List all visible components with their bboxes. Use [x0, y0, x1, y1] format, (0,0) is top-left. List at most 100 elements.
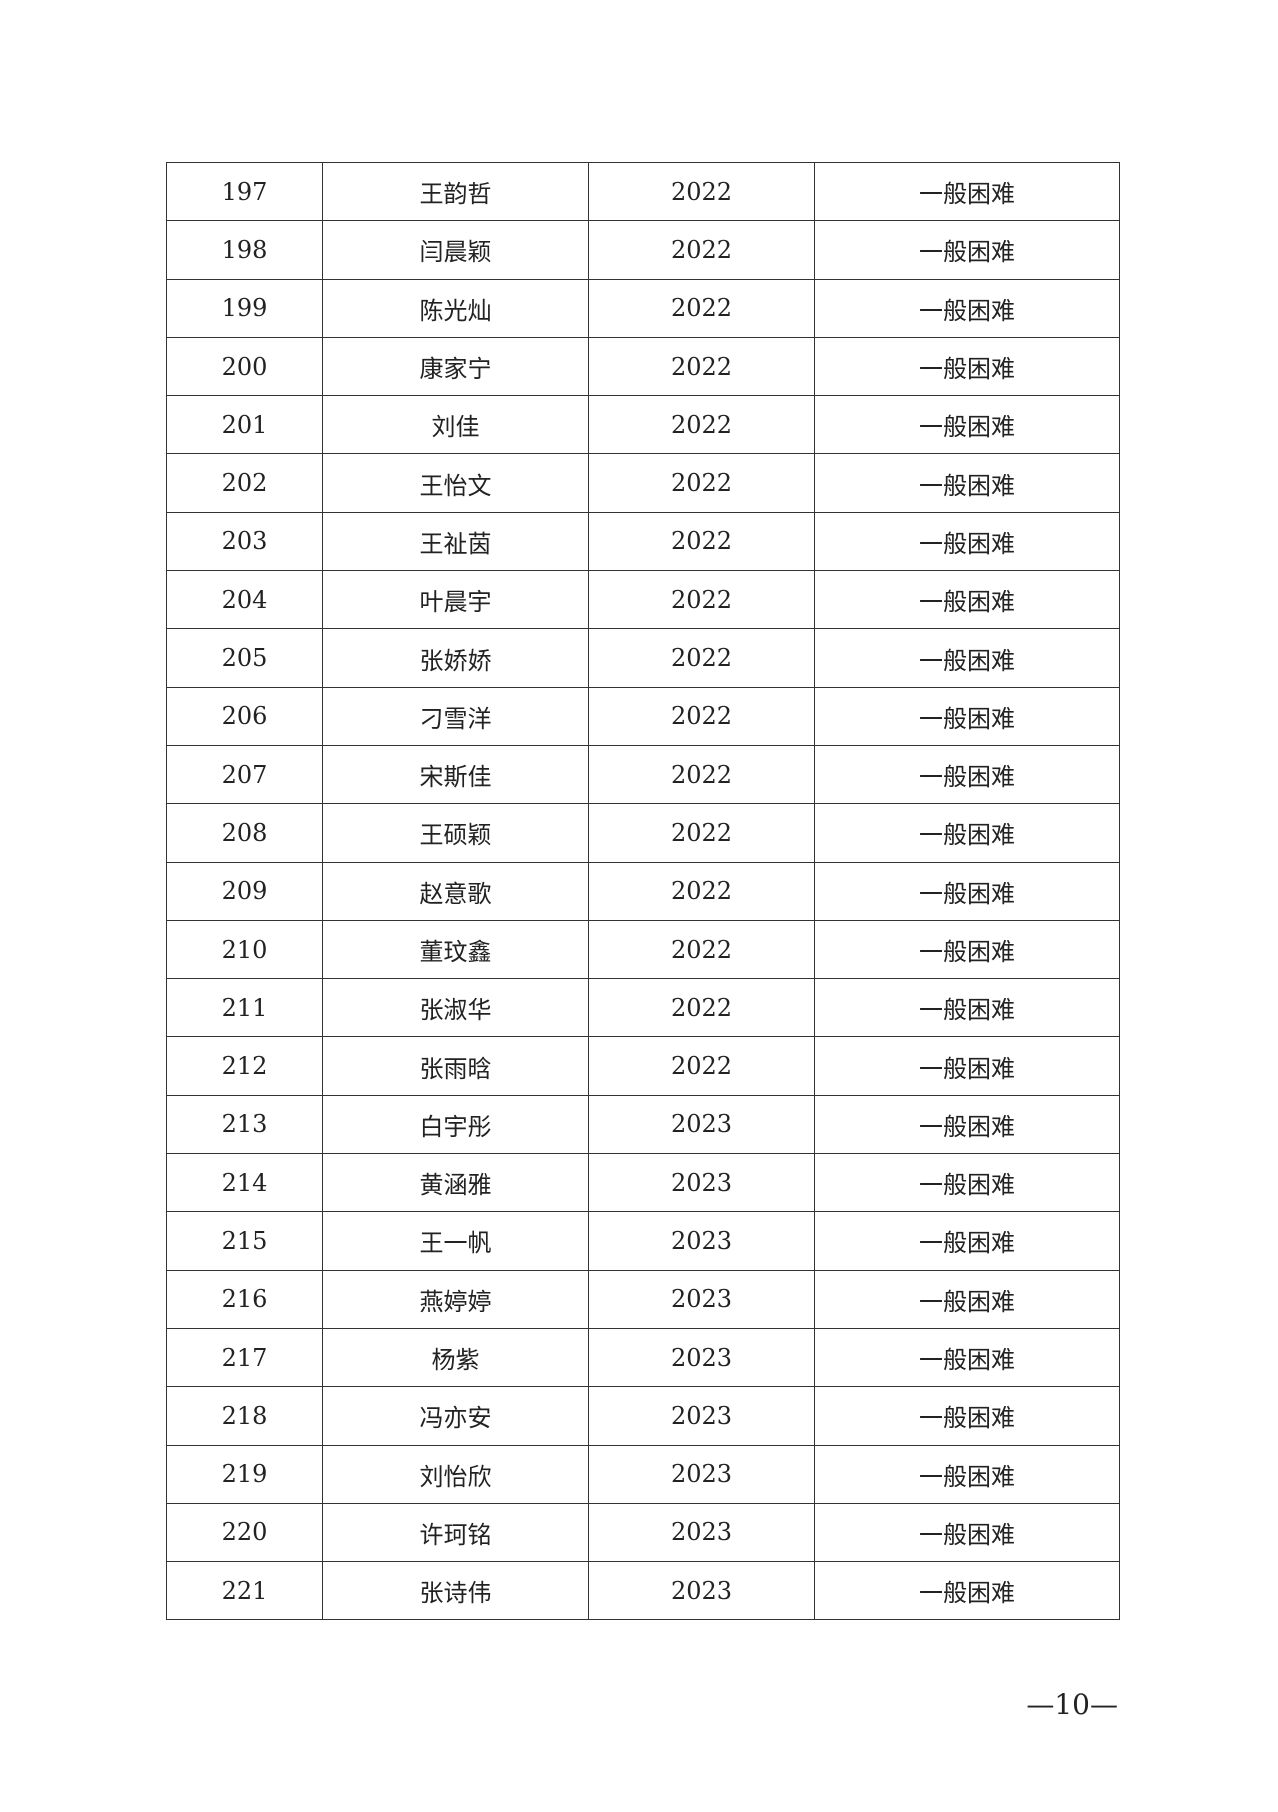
year: 2022 [588, 395, 815, 455]
difficulty-level: 一般困难 [814, 1444, 1120, 1504]
difficulty-level: 一般困难 [814, 1327, 1120, 1388]
year: 2023 [588, 1386, 815, 1446]
year: 2022 [588, 278, 815, 338]
difficulty-level: 一般困难 [814, 511, 1120, 572]
table-row: 201 刘佳 2022 一般困难 [166, 395, 1120, 455]
student-name: 刁雪洋 [322, 686, 589, 746]
year: 2022 [588, 686, 815, 746]
table-row: 212 张雨晗 2022 一般困难 [166, 1036, 1120, 1096]
year: 2022 [588, 220, 815, 280]
student-name: 闫晨颖 [322, 220, 589, 280]
row-number: 215 [166, 1211, 323, 1271]
student-name: 冯亦安 [322, 1386, 589, 1446]
student-name: 燕婷婷 [322, 1269, 589, 1329]
difficulty-level: 一般困难 [814, 570, 1120, 630]
year: 2022 [588, 803, 815, 863]
student-name: 陈光灿 [322, 278, 589, 338]
table-row: 204 叶晨宇 2022 一般困难 [166, 570, 1120, 630]
year: 2022 [588, 570, 815, 630]
row-number: 203 [166, 511, 323, 572]
row-number: 201 [166, 395, 323, 455]
row-number: 212 [166, 1036, 323, 1096]
difficulty-level: 一般困难 [814, 278, 1120, 338]
difficulty-level: 一般困难 [814, 1502, 1120, 1563]
table-row: 216 燕婷婷 2023 一般困难 [166, 1269, 1120, 1329]
row-number: 211 [166, 978, 323, 1038]
student-name: 王硕颖 [322, 803, 589, 863]
student-name: 王一帆 [322, 1211, 589, 1271]
table-row: 205 张娇娇 2022 一般困难 [166, 628, 1120, 688]
student-name: 黄涵雅 [322, 1153, 589, 1213]
row-number: 221 [166, 1561, 323, 1621]
student-name: 张诗伟 [322, 1561, 589, 1621]
year: 2023 [588, 1269, 815, 1329]
year: 2022 [588, 511, 815, 572]
table-row: 214 黄涵雅 2023 一般困难 [166, 1153, 1120, 1213]
difficulty-level: 一般困难 [814, 1094, 1120, 1155]
table-row: 221 张诗伟 2023 一般困难 [166, 1561, 1120, 1621]
table-row: 209 赵意歌 2022 一般困难 [166, 861, 1120, 921]
row-number: 207 [166, 744, 323, 805]
year: 2022 [588, 978, 815, 1038]
year: 2022 [588, 1036, 815, 1096]
difficulty-level: 一般困难 [814, 919, 1120, 980]
student-name: 王韵哲 [322, 161, 589, 222]
student-name: 张娇娇 [322, 628, 589, 688]
difficulty-level: 一般困难 [814, 1386, 1120, 1446]
student-name: 许珂铭 [322, 1502, 589, 1563]
table-row: 213 白宇彤 2023 一般困难 [166, 1094, 1120, 1155]
student-name: 刘佳 [322, 395, 589, 455]
row-number: 197 [166, 161, 323, 222]
year: 2023 [588, 1211, 815, 1271]
difficulty-level: 一般困难 [814, 1269, 1120, 1329]
year: 2023 [588, 1094, 815, 1155]
difficulty-level: 一般困难 [814, 861, 1120, 921]
table-row: 211 张淑华 2022 一般困难 [166, 978, 1120, 1038]
difficulty-level: 一般困难 [814, 453, 1120, 513]
student-name: 张淑华 [322, 978, 589, 1038]
difficulty-level: 一般困难 [814, 686, 1120, 746]
table-row: 206 刁雪洋 2022 一般困难 [166, 686, 1120, 746]
difficulty-level: 一般困难 [814, 628, 1120, 688]
difficulty-level: 一般困难 [814, 1153, 1120, 1213]
student-table: 197 王韵哲 2022 一般困难 198 闫晨颖 2022 一般困难 199 陈光灿 2022 一般… [166, 161, 1120, 1621]
table-row: 200 康家宁 2022 一般困难 [166, 336, 1120, 397]
table-row: 218 冯亦安 2023 一般困难 [166, 1386, 1120, 1446]
table-row: 197 王韵哲 2022 一般困难 [166, 161, 1120, 222]
table-row: 217 杨紫 2023 一般困难 [166, 1327, 1120, 1388]
table-row: 208 王硕颖 2022 一般困难 [166, 803, 1120, 863]
row-number: 218 [166, 1386, 323, 1446]
row-number: 208 [166, 803, 323, 863]
table-row: 220 许珂铭 2023 一般困难 [166, 1502, 1120, 1563]
difficulty-level: 一般困难 [814, 1036, 1120, 1096]
difficulty-level: 一般困难 [814, 1211, 1120, 1271]
student-name: 赵意歌 [322, 861, 589, 921]
row-number: 209 [166, 861, 323, 921]
table-row: 219 刘怡欣 2023 一般困难 [166, 1444, 1120, 1504]
row-number: 219 [166, 1444, 323, 1504]
student-name: 刘怡欣 [322, 1444, 589, 1504]
row-number: 216 [166, 1269, 323, 1329]
difficulty-level: 一般困难 [814, 161, 1120, 222]
year: 2023 [588, 1444, 815, 1504]
row-number: 200 [166, 336, 323, 397]
difficulty-level: 一般困难 [814, 978, 1120, 1038]
table-row: 215 王一帆 2023 一般困难 [166, 1211, 1120, 1271]
student-name: 杨紫 [322, 1327, 589, 1388]
difficulty-level: 一般困难 [814, 1561, 1120, 1621]
row-number: 204 [166, 570, 323, 630]
year: 2022 [588, 919, 815, 980]
year: 2023 [588, 1561, 815, 1621]
student-name: 董玟鑫 [322, 919, 589, 980]
table-row: 198 闫晨颖 2022 一般困难 [166, 220, 1120, 280]
row-number: 202 [166, 453, 323, 513]
table-row: 202 王怡文 2022 一般困难 [166, 453, 1120, 513]
student-name: 王祉茵 [322, 511, 589, 572]
difficulty-level: 一般困难 [814, 744, 1120, 805]
year: 2023 [588, 1502, 815, 1563]
row-number: 214 [166, 1153, 323, 1213]
table-row: 210 董玟鑫 2022 一般困难 [166, 919, 1120, 980]
year: 2022 [588, 453, 815, 513]
table-row: 207 宋斯佳 2022 一般困难 [166, 744, 1120, 805]
year: 2022 [588, 861, 815, 921]
